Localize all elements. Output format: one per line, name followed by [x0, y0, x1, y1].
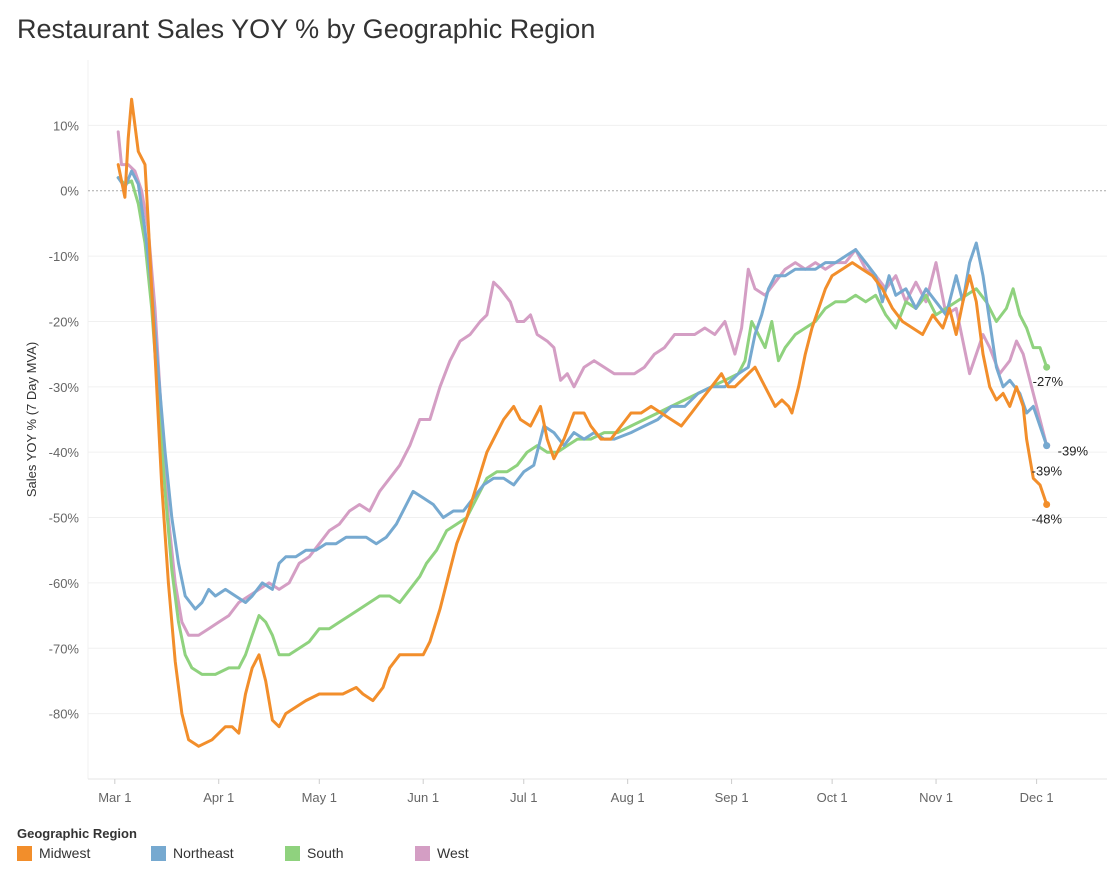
series-end-point-south [1043, 363, 1051, 371]
legend-label: Midwest [39, 845, 91, 861]
y-tick-label: -60% [49, 576, 80, 591]
series-line-south [116, 176, 1049, 676]
y-tick-label: -10% [49, 249, 80, 264]
legend-title: Geographic Region [17, 826, 137, 841]
legend-swatch [151, 845, 166, 861]
x-tick-label: Oct 1 [817, 790, 848, 805]
x-tick-label: Nov 1 [919, 790, 953, 805]
legend-label: West [437, 845, 469, 861]
grid-lines [87, 60, 1107, 780]
legend-item-west[interactable]: West [415, 845, 469, 861]
legend-items: Midwest Northeast South West [17, 845, 1097, 863]
end-label-northeast: -39% [1058, 444, 1089, 459]
y-axis-label: Sales YOY % (7 Day MVA) [24, 342, 39, 497]
series-end-point-midwest [1043, 500, 1051, 508]
y-tick-label: -30% [49, 380, 80, 395]
x-tick-label: Apr 1 [203, 790, 234, 805]
end-label-midwest: -48% [1032, 511, 1063, 526]
y-tick-label: 10% [53, 118, 79, 133]
axes: 10% 0% -10% -20% -30% -40% -50% -60% -70% -80% Mar… [24, 118, 1054, 805]
chart-title: Restaurant Sales YOY % by Geographic Reg… [17, 14, 596, 44]
legend: Geographic Region Midwest Northeast South W… [17, 826, 1097, 863]
x-tick-label: Jul 1 [510, 790, 537, 805]
legend-item-midwest[interactable]: Midwest [17, 845, 90, 861]
x-tick-label: May 1 [302, 790, 337, 805]
x-tick-label: Dec 1 [1020, 790, 1054, 805]
y-tick-label: -50% [49, 511, 80, 526]
y-tick-label: -20% [49, 314, 80, 329]
legend-label: South [307, 845, 344, 861]
legend-item-south[interactable]: South [285, 845, 344, 861]
y-tick-label: -40% [49, 445, 80, 460]
y-tick-label: -80% [49, 707, 80, 722]
end-label-west: -39% [1032, 464, 1063, 479]
y-tick-label: -70% [49, 641, 80, 656]
end-label-south: -27% [1033, 374, 1064, 389]
series-line-northeast [116, 169, 1049, 611]
legend-swatch [17, 845, 32, 861]
series-lines [116, 97, 1051, 748]
series-line-midwest [116, 97, 1049, 748]
x-tick-label: Jun 1 [407, 790, 439, 805]
line-chart: 10% 0% -10% -20% -30% -40% -50% -60% -70% -80% Mar… [24, 60, 1107, 805]
x-tick-label: Sep 1 [715, 790, 749, 805]
legend-item-northeast[interactable]: Northeast [151, 845, 234, 861]
y-tick-label: 0% [60, 184, 79, 199]
legend-label: Northeast [173, 845, 234, 861]
end-labels: -48% -39% -27% -39% [1032, 374, 1089, 526]
x-tick-label: Aug 1 [611, 790, 645, 805]
x-tick-label: Mar 1 [98, 790, 131, 805]
series-end-point-northeast [1043, 442, 1051, 450]
legend-swatch [285, 845, 300, 861]
legend-swatch [415, 845, 430, 861]
series-line-west [116, 130, 1049, 637]
